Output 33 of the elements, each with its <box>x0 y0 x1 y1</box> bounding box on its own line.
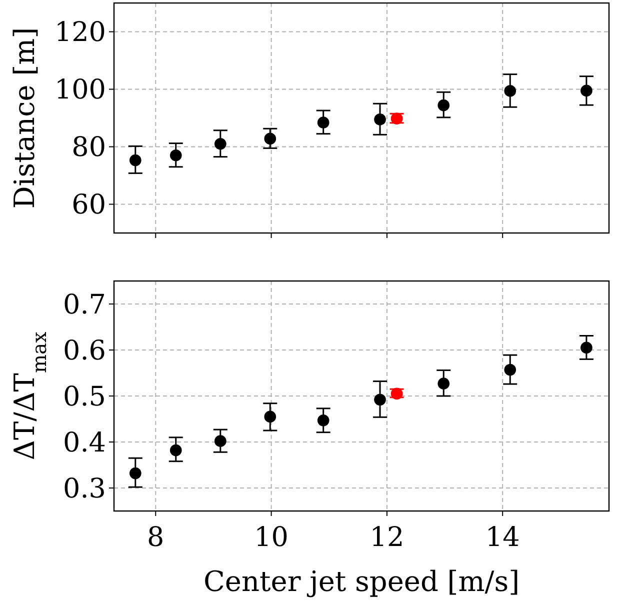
point <box>264 132 276 145</box>
x-axis-title: Center jet speed [m/s] <box>204 565 520 598</box>
point <box>214 435 226 447</box>
y-tick-label: 80 <box>72 132 106 164</box>
point <box>214 138 226 150</box>
point <box>580 342 592 354</box>
y-tick-label: 0.3 <box>63 473 106 504</box>
y-tick-label: 120 <box>54 17 106 48</box>
x-tick-label: 10 <box>254 522 288 553</box>
point <box>580 84 592 97</box>
point <box>504 85 516 97</box>
y-axis-title: Distance [m] <box>8 27 41 209</box>
point <box>438 99 450 112</box>
point <box>374 394 386 406</box>
point <box>438 378 450 390</box>
point <box>170 149 182 162</box>
point <box>317 414 330 426</box>
point <box>129 154 142 166</box>
y-tick-label: 0.4 <box>63 427 106 458</box>
y-tick-label: 60 <box>72 190 106 221</box>
point <box>129 467 142 480</box>
x-tick-label: 12 <box>370 522 404 553</box>
y-tick-label: 0.5 <box>63 381 106 412</box>
y-tick-label: 100 <box>54 74 106 106</box>
y-tick-label: 0.6 <box>63 335 106 366</box>
point <box>317 116 330 129</box>
y-tick-label: 0.7 <box>63 289 106 320</box>
x-tick-label: 8 <box>147 522 164 553</box>
x-tick-label: 14 <box>485 522 520 553</box>
point <box>374 114 386 126</box>
point <box>504 364 516 376</box>
point <box>264 410 276 423</box>
point <box>170 444 182 456</box>
